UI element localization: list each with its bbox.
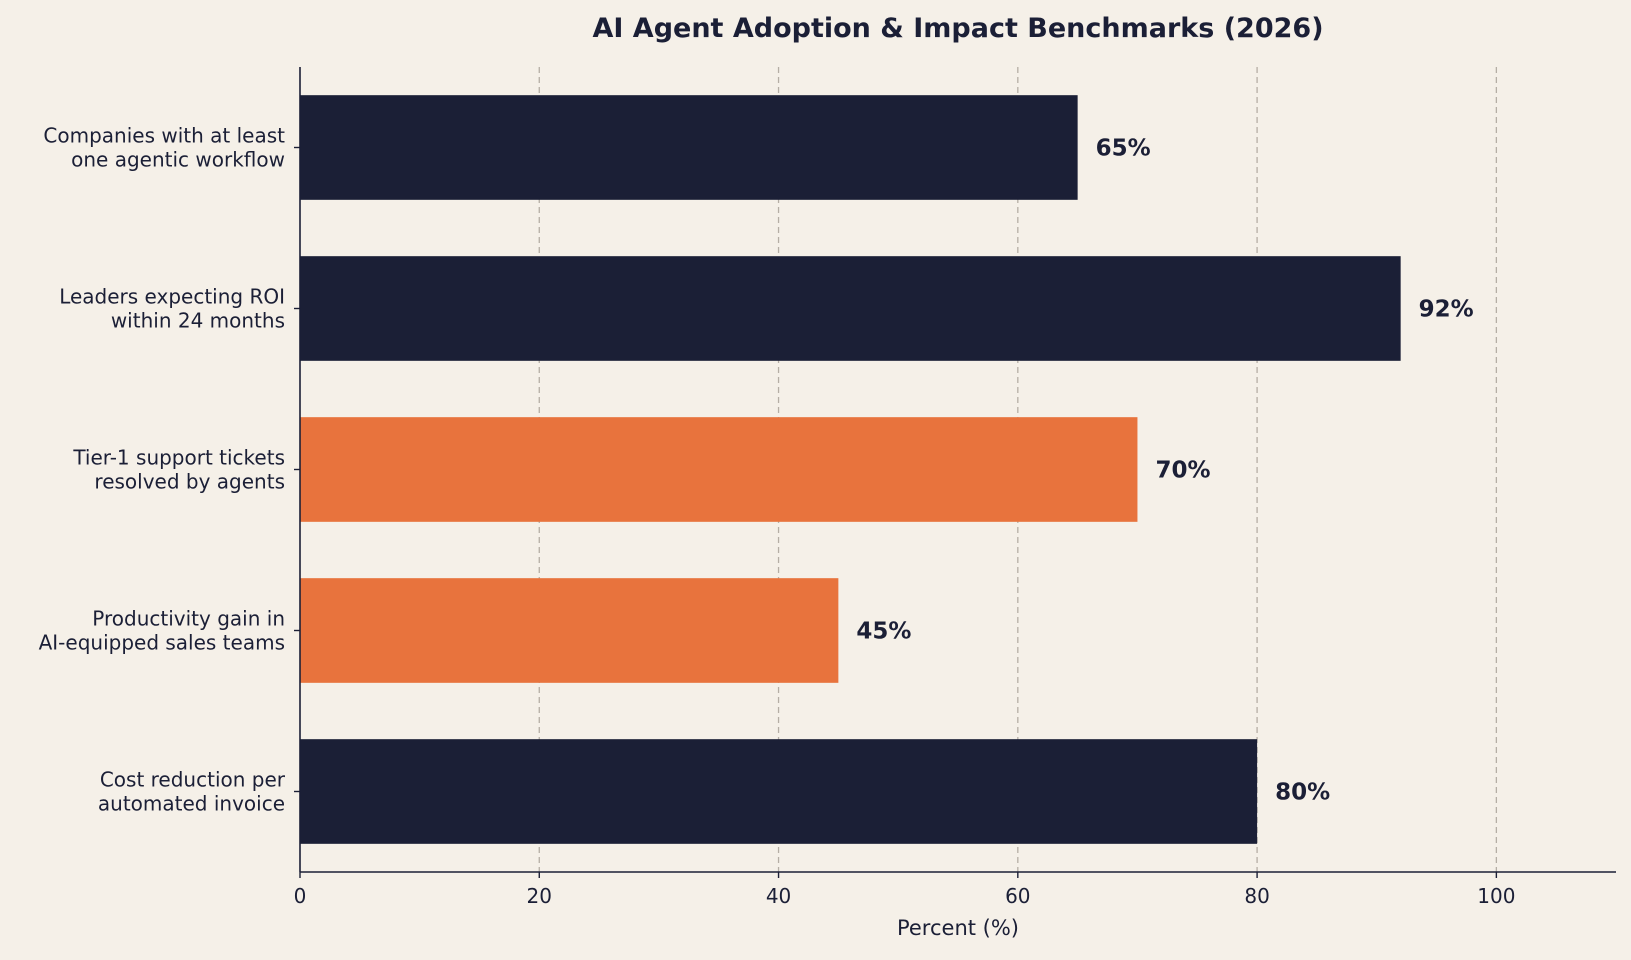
y-tick-label-line: Companies with at least (43, 124, 285, 148)
y-tick-label-line: automated invoice (98, 792, 285, 816)
x-axis-label: Percent (%) (897, 916, 1019, 940)
chart-title: AI Agent Adoption & Impact Benchmarks (2… (592, 13, 1323, 44)
x-axis-ticks: 0 20 40 60 80 100 (294, 872, 1515, 908)
bar (300, 417, 1138, 522)
bar-value-label: 92% (1419, 297, 1474, 323)
x-tick-label: 20 (527, 884, 552, 908)
value-labels: 65% 92% 70% 45% 80% (856, 136, 1473, 806)
bar-value-label: 45% (856, 619, 911, 645)
y-tick-label-line: within 24 months (111, 309, 285, 333)
x-tick-label: 100 (1477, 884, 1515, 908)
x-tick-label: 60 (1005, 884, 1030, 908)
y-tick-label: Tier-1 support tickets resolved by agents (72, 446, 285, 494)
y-tick-label-line: Productivity gain in (92, 607, 285, 631)
y-tick-label-line: resolved by agents (94, 470, 285, 494)
x-tick-label: 40 (766, 884, 791, 908)
y-axis-labels: Companies with at least one agentic workf… (39, 124, 300, 816)
y-tick-label-line: AI-equipped sales teams (39, 631, 285, 655)
x-tick-label: 80 (1244, 884, 1269, 908)
y-tick-label-line: Leaders expecting ROI (59, 285, 285, 309)
bar (300, 739, 1258, 844)
y-tick-label: Productivity gain in AI-equipped sales te… (39, 607, 285, 655)
y-tick-label-line: Tier-1 support tickets (72, 446, 285, 470)
y-tick-label: Leaders expecting ROI within 24 months (59, 285, 285, 333)
bar-value-label: 65% (1096, 136, 1151, 162)
bars (300, 95, 1401, 844)
bar-value-label: 70% (1155, 458, 1210, 484)
bar (300, 578, 839, 683)
y-tick-label-line: one agentic workflow (71, 148, 285, 172)
y-tick-label-line: Cost reduction per (100, 768, 286, 792)
x-tick-label: 0 (294, 884, 307, 908)
y-tick-label: Companies with at least one agentic workf… (43, 124, 285, 172)
bar (300, 256, 1401, 361)
y-tick-label: Cost reduction per automated invoice (98, 768, 286, 816)
bar-value-label: 80% (1275, 780, 1330, 806)
bar (300, 95, 1078, 200)
